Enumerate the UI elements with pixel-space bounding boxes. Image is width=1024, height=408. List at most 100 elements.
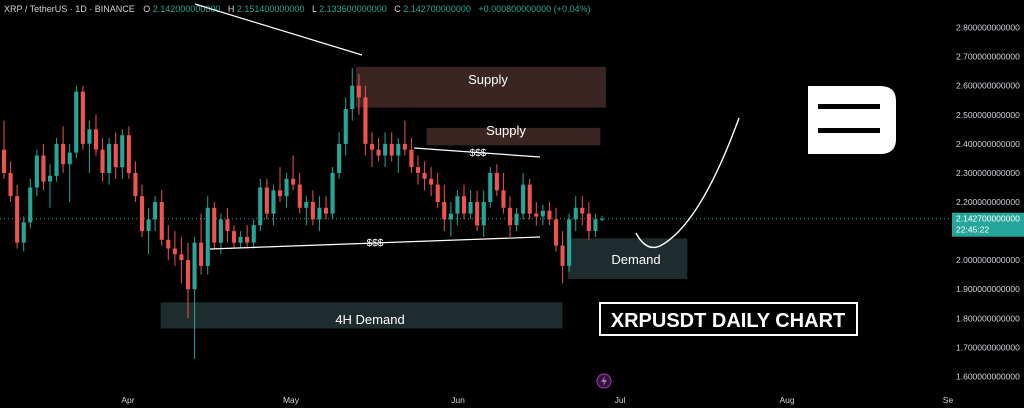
candle-body <box>74 91 79 153</box>
descending-trend-line <box>194 3 363 56</box>
low-label: L <box>312 4 317 14</box>
chart-title: XRPUSDT DAILY CHART <box>611 310 845 332</box>
candle-body <box>402 143 407 150</box>
candle-body <box>166 239 171 249</box>
candle <box>61 126 66 173</box>
candle <box>186 242 191 319</box>
candle-body <box>514 213 519 226</box>
candle-body <box>94 129 99 150</box>
candle <box>15 184 20 249</box>
candle-body <box>508 207 513 226</box>
candle-body <box>429 178 434 185</box>
candle-body <box>2 149 7 173</box>
candle-body <box>297 184 302 208</box>
candle <box>133 161 138 202</box>
candle-body <box>600 218 605 220</box>
x-tick-label: Aug <box>779 395 794 405</box>
candle <box>245 225 250 249</box>
y-tick-label: 2.300000000000 <box>956 168 1020 178</box>
low-value: 2.133600000000 <box>319 4 387 14</box>
candle-body <box>396 143 401 156</box>
candle <box>159 190 164 246</box>
candle-body <box>172 248 177 255</box>
candle <box>416 155 421 185</box>
candle <box>508 196 513 237</box>
candle <box>462 184 467 220</box>
candle <box>205 196 210 275</box>
candle-body <box>494 172 499 191</box>
candle-body <box>15 196 20 243</box>
candle-body <box>337 143 342 173</box>
candle-body <box>80 91 85 144</box>
candle-body <box>448 213 453 220</box>
candle-body <box>521 184 526 214</box>
candle <box>264 178 269 220</box>
supply-zone-mid <box>426 127 601 146</box>
candle-body <box>455 196 460 214</box>
candle <box>324 196 329 220</box>
candle-body <box>8 172 13 197</box>
candle <box>225 207 230 243</box>
candle-body <box>271 190 276 214</box>
candle <box>179 236 184 284</box>
candle-body <box>567 219 572 266</box>
candle <box>107 138 112 185</box>
symbol-text: XRP / TetherUS · 1D · BINANCE <box>4 4 135 14</box>
candle-body <box>547 210 552 220</box>
candle-body <box>416 167 421 173</box>
candle-body <box>67 152 72 165</box>
candle-body <box>350 85 355 109</box>
candle <box>494 164 499 197</box>
candle <box>34 149 39 197</box>
candle-body <box>409 149 414 168</box>
candle-body <box>324 207 329 214</box>
candle-body <box>146 219 151 231</box>
candle <box>2 120 7 179</box>
candle <box>304 196 309 226</box>
x-tick-label: Jun <box>451 395 465 405</box>
y-tick-label: 2.800000000000 <box>956 23 1020 33</box>
candle-body <box>107 143 112 173</box>
candle <box>67 143 72 202</box>
candle <box>87 120 92 173</box>
candle-body <box>560 245 565 266</box>
y-tick-label: 2.600000000000 <box>956 81 1020 91</box>
close-value: 2.142700000000 <box>403 4 471 14</box>
candle-body <box>593 219 598 231</box>
candle-body <box>475 202 480 226</box>
candle <box>238 231 243 249</box>
candle <box>586 202 591 240</box>
candle-body <box>87 129 92 144</box>
candle <box>370 132 375 168</box>
candle <box>337 132 342 179</box>
candle <box>28 178 33 229</box>
candle-body <box>304 202 309 208</box>
candle <box>113 132 118 179</box>
candle-body <box>291 178 296 185</box>
lightning-icon[interactable] <box>596 373 612 389</box>
candle-body <box>232 231 237 243</box>
candle <box>560 231 565 284</box>
candle <box>212 202 217 249</box>
candle-body <box>310 202 315 220</box>
candle <box>488 167 493 208</box>
candle-body <box>356 85 361 98</box>
candle <box>297 172 302 214</box>
candle-body <box>488 172 493 202</box>
y-tick-label: 1.600000000000 <box>956 371 1020 381</box>
candle-body <box>481 202 486 226</box>
candle <box>166 225 171 261</box>
chart-title-box <box>599 302 858 336</box>
candle-body <box>126 135 131 173</box>
candle <box>356 74 361 115</box>
candle-body <box>586 213 591 231</box>
candle <box>146 207 151 255</box>
candle-body <box>422 172 427 179</box>
candle <box>258 178 263 232</box>
candle <box>199 213 204 275</box>
y-tick-label: 1.900000000000 <box>956 284 1020 294</box>
candle-body <box>370 143 375 150</box>
candle <box>100 138 105 182</box>
candle <box>521 172 526 220</box>
